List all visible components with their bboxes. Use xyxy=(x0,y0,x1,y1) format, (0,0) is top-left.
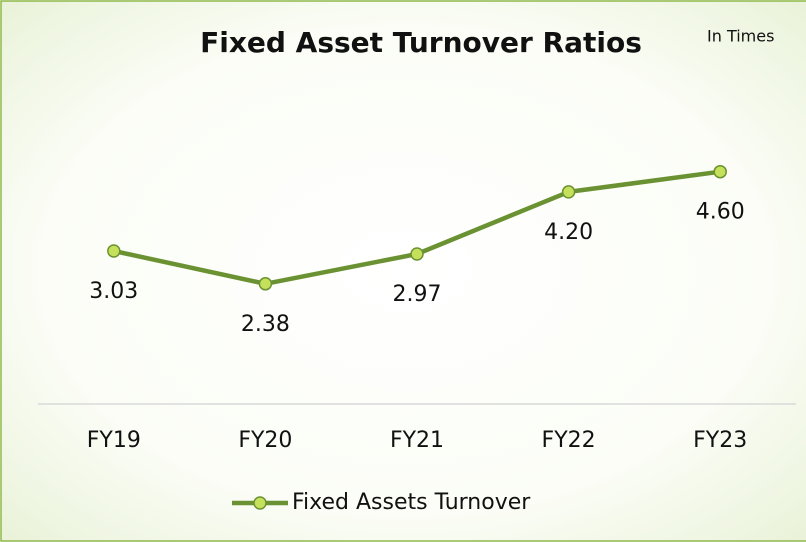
data-point xyxy=(107,244,121,258)
x-tick-label: FY19 xyxy=(87,428,141,453)
chart-title: Fixed Asset Turnover Ratios xyxy=(200,26,642,59)
annotation: In Times xyxy=(707,27,774,46)
x-tick-label: FY23 xyxy=(693,428,747,453)
data-label: 4.60 xyxy=(696,200,745,225)
data-point xyxy=(258,277,273,291)
data-label: 4.20 xyxy=(544,220,593,245)
data-point xyxy=(561,185,576,199)
data-label: 2.38 xyxy=(241,312,290,337)
data-label: 2.97 xyxy=(393,282,442,307)
data-point xyxy=(410,247,424,261)
x-tick-label: FY21 xyxy=(390,428,444,453)
data-point xyxy=(713,164,727,179)
legend-label: Fixed Assets Turnover xyxy=(292,490,531,515)
legend-marker xyxy=(253,496,267,510)
x-tick-label: FY20 xyxy=(238,428,292,453)
data-label: 3.03 xyxy=(89,279,138,304)
x-tick-label: FY22 xyxy=(542,428,596,453)
